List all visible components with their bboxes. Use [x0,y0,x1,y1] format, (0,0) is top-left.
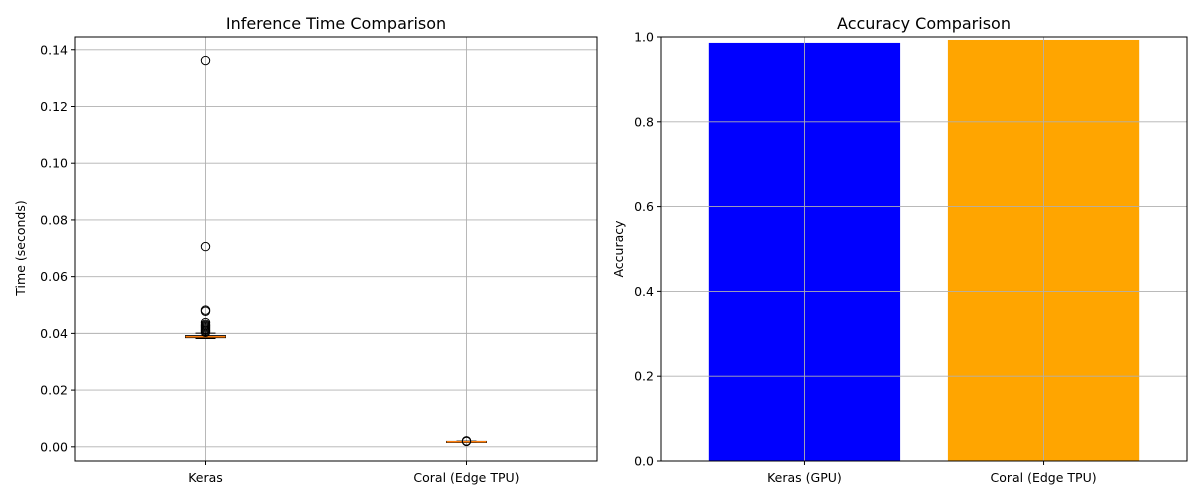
y-tick-label: 0.4 [634,284,654,299]
y-tick-label: 0.08 [40,212,68,227]
y-tick-label: 0.2 [634,369,654,384]
y-tick-label: 0.10 [40,156,68,171]
box-1 [446,436,487,447]
x-ticks: Keras (GPU) Coral (Edge TPU) [767,461,1097,485]
y-tick-label: 0.12 [40,99,68,114]
inference-time-chart: Inference Time Comparison Time (seconds)… [13,14,598,485]
y-axis-label: Accuracy [611,220,626,278]
grid-lines [75,37,597,461]
y-tick-label: 0.00 [40,439,68,454]
y-tick-label: 0.0 [634,454,654,469]
chart-title: Accuracy Comparison [837,14,1011,33]
y-ticks: 0.0 0.2 0.4 0.6 0.8 1.0 [634,30,661,469]
y-tick-label: 0.8 [634,114,654,129]
y-ticks: 0.00 0.02 0.04 0.06 0.08 0.10 0.12 0.14 [40,42,75,454]
outlier-point [200,241,211,252]
outlier-point [200,306,211,316]
y-tick-label: 0.06 [40,269,68,284]
plot-marks [185,55,487,447]
accuracy-chart: Accuracy Comparison Accuracy 0.00.20.40.… [611,14,1188,485]
box-0 [185,55,226,339]
x-tick-label: Coral (Edge TPU) [990,470,1096,485]
chart-title: Inference Time Comparison [226,14,446,33]
y-tick-label: 0.6 [634,199,654,214]
outlier-point [200,55,211,66]
y-tick-label: 0.14 [40,42,68,57]
plot-frame [660,36,1188,462]
outlier-point [200,327,211,337]
x-tick-label: Keras [188,470,223,485]
y-tick-label: 0.04 [40,326,68,341]
plot-frame [74,36,598,462]
x-ticks: Keras Coral (Edge TPU) [188,461,520,485]
y-axis-label: Time (seconds) [13,200,28,296]
y-tick-label: 0.02 [40,383,68,398]
x-tick-label: Coral (Edge TPU) [413,470,519,485]
x-tick-label: Keras (GPU) [767,470,842,485]
plot-marks [708,39,1140,462]
outlier-point [461,436,472,447]
y-tick-label: 1.0 [634,30,654,45]
